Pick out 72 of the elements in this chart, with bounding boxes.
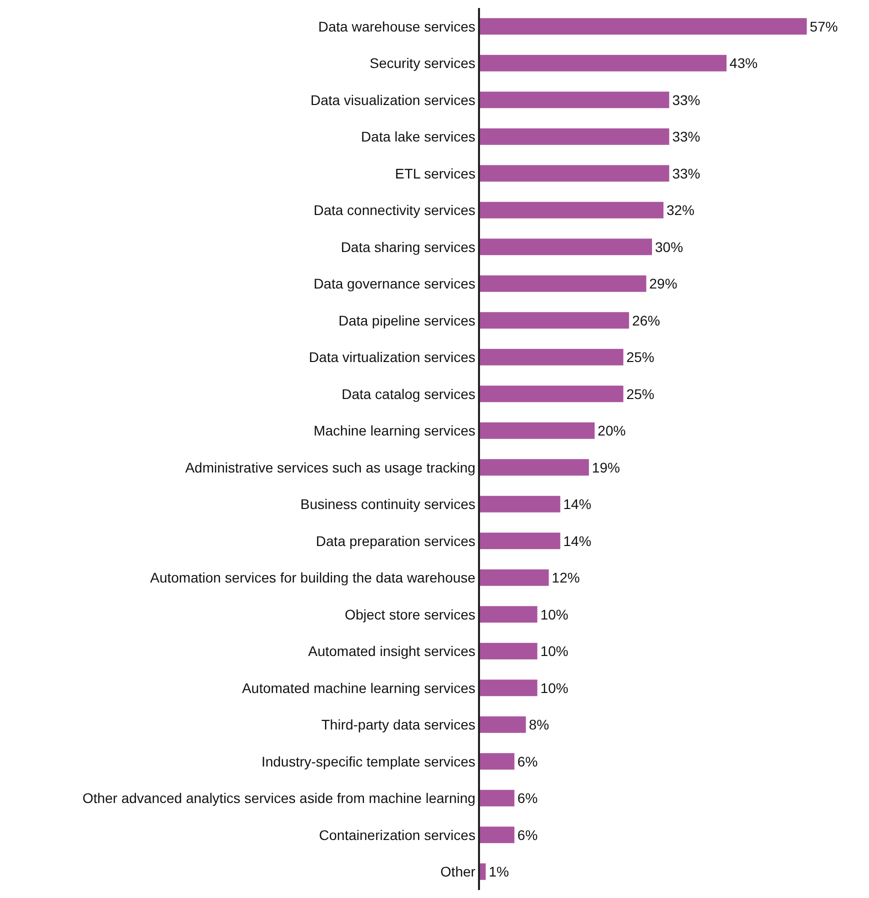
y-tick-label: Automated machine learning services <box>242 680 476 696</box>
data-label: 25% <box>626 349 654 366</box>
data-label: 30% <box>655 238 684 255</box>
data-label: 57% <box>810 18 838 34</box>
y-tick-label: Industry-specific template services <box>261 753 476 770</box>
data-label: 29% <box>649 276 678 292</box>
bar <box>480 496 560 512</box>
y-tick-label: Data connectivity services <box>314 202 476 218</box>
data-label: 14% <box>563 532 592 549</box>
bar <box>480 54 727 72</box>
y-tick-label: Data visualization services <box>310 92 476 108</box>
y-tick-label: Third-party data services <box>321 716 476 733</box>
y-tick-label: Data sharing services <box>340 238 476 255</box>
bar <box>480 165 670 182</box>
data-label: 6% <box>517 753 538 770</box>
data-label: 6% <box>517 826 538 843</box>
bar <box>480 275 646 292</box>
y-tick-label: Data catalog services <box>342 386 476 402</box>
data-label: 43% <box>730 55 758 72</box>
y-tick-label: Automation services for building the data warehouse <box>150 570 476 586</box>
bar <box>480 92 670 108</box>
y-tick-label: Machine learning services <box>314 422 476 439</box>
data-label: 33% <box>672 92 700 108</box>
data-label: 10% <box>540 643 568 660</box>
bar <box>480 386 624 402</box>
bar <box>480 753 514 770</box>
bar <box>480 790 514 806</box>
y-tick-label: Business continuity services <box>300 496 476 512</box>
y-tick-label: Containerization services <box>319 826 476 843</box>
bar <box>480 532 560 550</box>
y-tick-label: Data warehouse services <box>318 18 476 34</box>
data-label: 1% <box>488 864 509 880</box>
bar <box>480 606 538 623</box>
bar <box>480 642 538 660</box>
data-label: 6% <box>517 790 538 806</box>
data-label: 33% <box>672 128 700 145</box>
y-tick-label: Object store services <box>344 606 476 622</box>
bar <box>480 422 595 439</box>
data-label: 25% <box>626 386 654 402</box>
y-tick-label: Data virtualization services <box>308 349 476 366</box>
data-label: 32% <box>666 202 694 218</box>
y-tick-label: ETL services <box>395 165 476 182</box>
bar <box>480 459 589 476</box>
bar <box>480 863 486 880</box>
data-label: 10% <box>540 680 568 696</box>
bar <box>480 18 807 35</box>
bar <box>480 202 664 218</box>
data-label: 33% <box>672 165 700 182</box>
bar <box>480 716 526 733</box>
bar <box>480 128 670 145</box>
y-tick-label: Administrative services such as usage tracking <box>185 459 476 476</box>
data-label: 19% <box>592 459 620 476</box>
y-tick-label: Data governance services <box>314 276 476 292</box>
bar <box>480 312 630 329</box>
y-tick-label: Automated insight services <box>308 643 476 660</box>
data-label: 14% <box>563 496 592 512</box>
data-label: 12% <box>552 570 580 586</box>
y-tick-label: Data pipeline services <box>338 312 476 328</box>
y-tick-label: Data lake services <box>361 128 476 145</box>
y-tick-label: Other advanced analytics services aside from machine learning <box>82 790 476 806</box>
bar <box>480 348 624 366</box>
y-tick-label: Data preparation services <box>316 532 476 549</box>
y-tick-label: Security services <box>370 55 476 72</box>
bar <box>480 238 652 256</box>
bar <box>480 826 514 844</box>
bar <box>480 569 549 586</box>
data-label: 20% <box>598 422 626 439</box>
data-label: 8% <box>528 716 550 733</box>
bar <box>480 680 538 696</box>
y-tick-label: Other <box>440 864 476 880</box>
data-label: 26% <box>632 312 660 328</box>
data-label: 10% <box>540 606 568 622</box>
